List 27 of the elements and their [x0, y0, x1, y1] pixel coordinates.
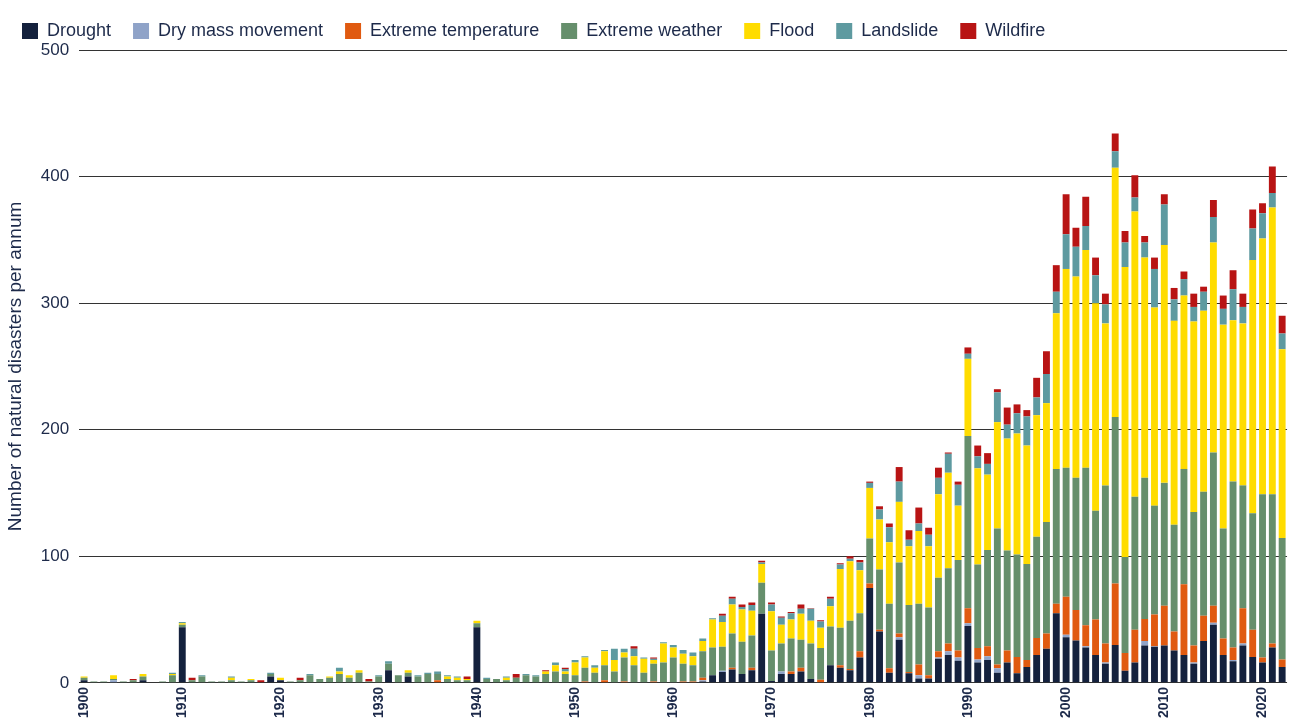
x-tick-label: 1920 — [271, 686, 288, 719]
x-tick-label: 1900 — [74, 686, 91, 719]
legend-label: Wildfire — [985, 19, 1046, 40]
y-tick-label: 500 — [40, 39, 70, 59]
legend-label: Drought — [47, 19, 112, 40]
legend-label: Landslide — [861, 19, 939, 40]
legend-label: Extreme temperature — [370, 19, 540, 40]
x-tick-label: 1960 — [664, 686, 681, 719]
x-tick-label: 2000 — [1056, 686, 1073, 719]
y-tick-label: 100 — [40, 545, 70, 565]
y-tick-label: 400 — [40, 166, 70, 186]
legend-label: Extreme weather — [586, 19, 723, 40]
x-tick-label: 1940 — [467, 686, 484, 719]
legend-label: Dry mass movement — [158, 19, 324, 40]
y-tick-label: 200 — [40, 419, 70, 439]
x-tick-label: 1930 — [369, 686, 386, 719]
legend-label: Flood — [769, 19, 815, 40]
x-tick-label: 1980 — [860, 686, 877, 719]
x-tick-label: 2010 — [1155, 686, 1172, 719]
x-tick-label: 1970 — [762, 686, 779, 719]
x-tick-label: 2020 — [1253, 686, 1270, 719]
y-tick-label: 300 — [40, 292, 70, 312]
y-tick-label: 0 — [59, 672, 70, 692]
x-tick-label: 1910 — [173, 686, 190, 719]
x-tick-label: 1950 — [565, 686, 582, 719]
x-tick-label: 1990 — [958, 686, 975, 719]
y-axis-title: Number of natural disasters per annum — [3, 201, 25, 532]
